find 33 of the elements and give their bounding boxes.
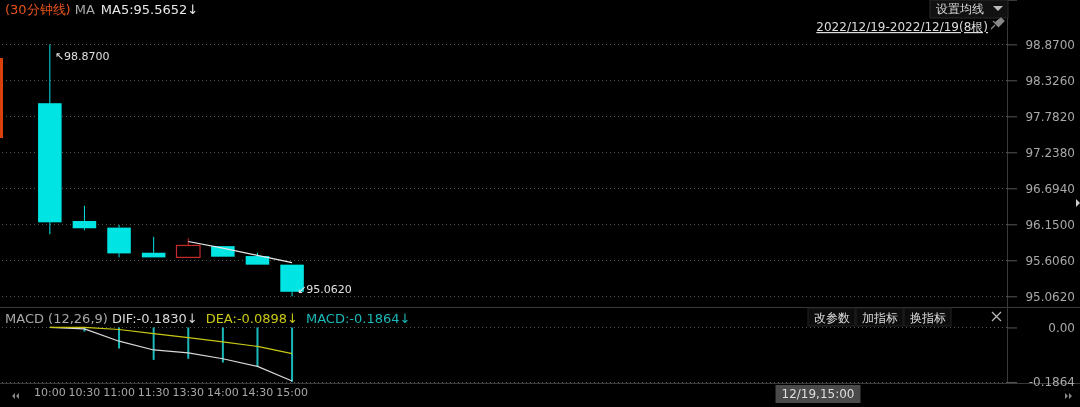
series-label: DEA:-0.0898↓ [205,311,298,326]
y-tick-label: 97.7820 [1025,109,1075,124]
y-tick-label: 97.2380 [1025,145,1075,160]
x-tick-label: 11:00 [103,385,135,399]
text: MA5:95.5652↓ [100,2,199,17]
y-tick-label: 98.8700 [1025,37,1075,52]
x-tick-label: 14:00 [207,385,239,399]
x-tick-label: 10:30 [68,385,101,399]
series-label: DIF:-0.1830↓ [111,311,198,326]
annotation: 加指标 [862,311,898,325]
x-tick-label: 13:30 [172,385,205,399]
chart-title: MACD (12,26,9) [5,311,108,326]
annotation: 2022/12/19-2022/12/19(8根) [816,20,988,34]
x-tick-label: 14:30 [241,385,274,399]
y-tick-label: 98.3260 [1025,73,1075,88]
annotation: 换指标 [910,311,946,325]
annotation: ↖98.8700 [54,50,110,64]
y-tick-label: 0.00 [1048,320,1075,335]
y-tick-label: 96.1500 [1025,217,1075,232]
y-tick-label: -0.1864 [1028,375,1075,390]
y-tick-label: 95.6060 [1025,253,1075,268]
y-tick-label: 96.6940 [1025,181,1075,196]
x-tick-label: 11:30 [137,385,170,399]
x-tick-label: 15:00 [276,385,308,399]
y-tick-label: 95.0620 [1025,289,1075,304]
series-label: MACD:-0.1864↓ [305,311,411,326]
annotation: ↙95.0620 [297,283,352,297]
annotation: 改参数 [814,311,850,325]
annotation: 设置均线 [936,2,984,16]
chart-subtitle: MA [74,2,95,17]
x-tick-label: 10:00 [33,385,66,399]
chart-title: (30分钟线) [5,2,71,17]
text: 12/19,15:00 [781,387,855,401]
